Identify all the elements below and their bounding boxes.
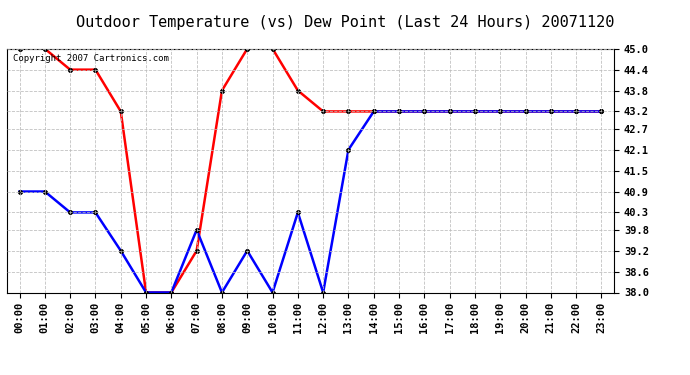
Text: Outdoor Temperature (vs) Dew Point (Last 24 Hours) 20071120: Outdoor Temperature (vs) Dew Point (Last… — [76, 15, 614, 30]
Text: Copyright 2007 Cartronics.com: Copyright 2007 Cartronics.com — [13, 54, 169, 63]
